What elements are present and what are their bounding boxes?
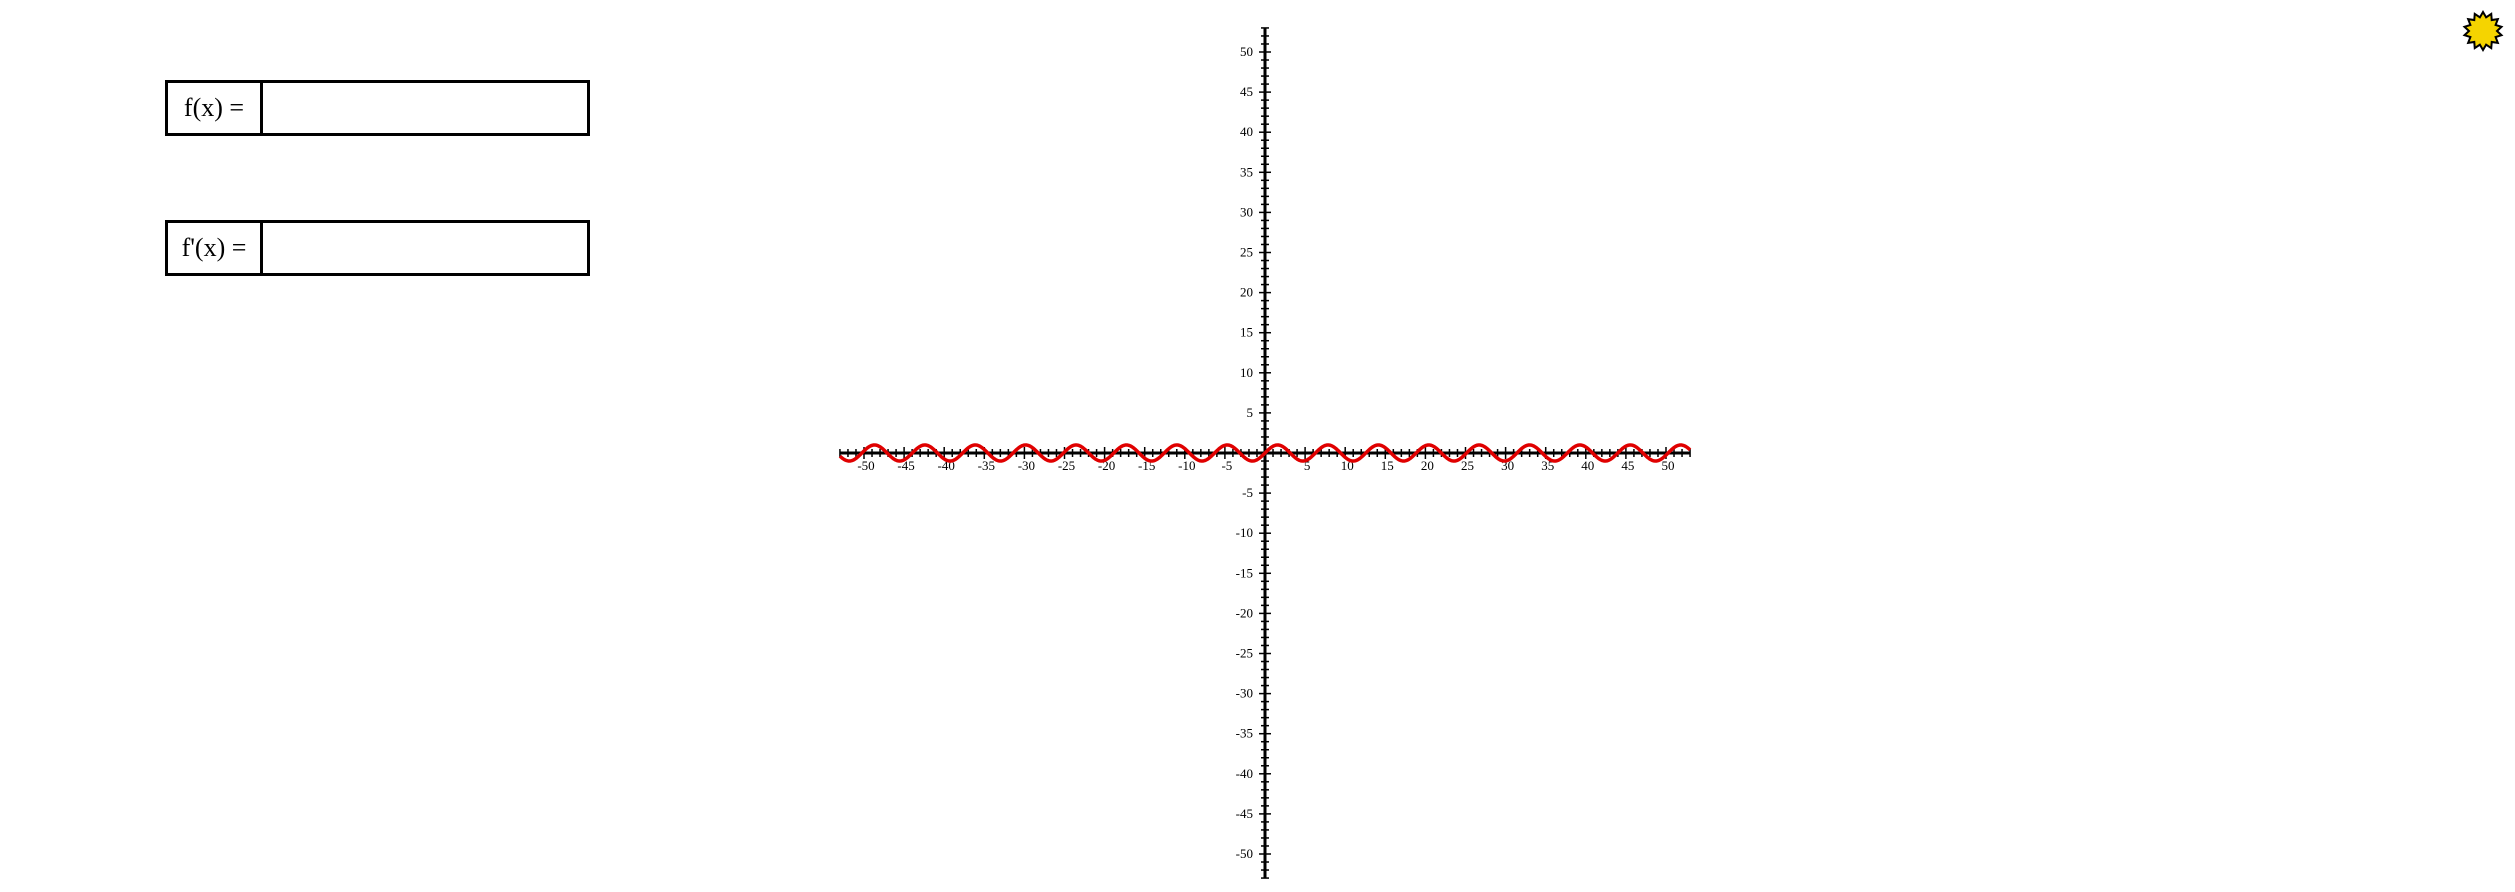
f-label: f(x) = [168, 83, 263, 133]
x-tick-label: 20 [1421, 458, 1434, 473]
y-tick-label: -40 [1236, 766, 1253, 781]
derivative-input-row: f'(x) = [165, 220, 590, 276]
x-tick-label: 50 [1662, 458, 1675, 473]
y-tick-label: -25 [1236, 646, 1253, 661]
y-tick-label: 40 [1240, 124, 1253, 139]
x-tick-label: 40 [1581, 458, 1594, 473]
y-tick-label: 35 [1240, 164, 1253, 179]
y-tick-label: -30 [1236, 686, 1253, 701]
theme-toggle-button[interactable] [2462, 10, 2504, 52]
sun-icon [2462, 10, 2504, 52]
y-tick-label: -45 [1236, 806, 1253, 821]
x-tick-label: -30 [1018, 458, 1035, 473]
x-tick-label: -50 [857, 458, 874, 473]
x-tick-label: -35 [978, 458, 995, 473]
y-tick-label: 10 [1240, 365, 1253, 380]
x-tick-label: -10 [1178, 458, 1195, 473]
y-tick-label: 25 [1240, 245, 1253, 260]
f-input-row: f(x) = [165, 80, 590, 136]
y-tick-label: 20 [1240, 285, 1253, 300]
y-tick-label: -35 [1236, 726, 1253, 741]
f-input[interactable] [263, 83, 587, 133]
y-tick-label: 50 [1240, 44, 1253, 59]
y-tick-label: -10 [1236, 525, 1253, 540]
x-tick-label: 15 [1381, 458, 1394, 473]
y-tick-label: 5 [1247, 405, 1254, 420]
y-tick-label: -5 [1242, 485, 1253, 500]
y-tick-label: -15 [1236, 565, 1253, 580]
x-tick-label: 45 [1621, 458, 1634, 473]
series-line [838, 443, 1692, 463]
derivative-input[interactable] [263, 223, 587, 273]
x-tick-label: 25 [1461, 458, 1474, 473]
x-tick-label: -5 [1221, 458, 1232, 473]
y-tick-label: 15 [1240, 325, 1253, 340]
y-tick-label: 45 [1240, 84, 1253, 99]
derivative-label: f'(x) = [168, 223, 263, 273]
y-tick-label: -50 [1236, 846, 1253, 861]
x-tick-label: 5 [1304, 458, 1311, 473]
y-tick-label: -20 [1236, 605, 1253, 620]
x-tick-label: -25 [1058, 458, 1075, 473]
y-tick-label: 30 [1240, 204, 1253, 219]
